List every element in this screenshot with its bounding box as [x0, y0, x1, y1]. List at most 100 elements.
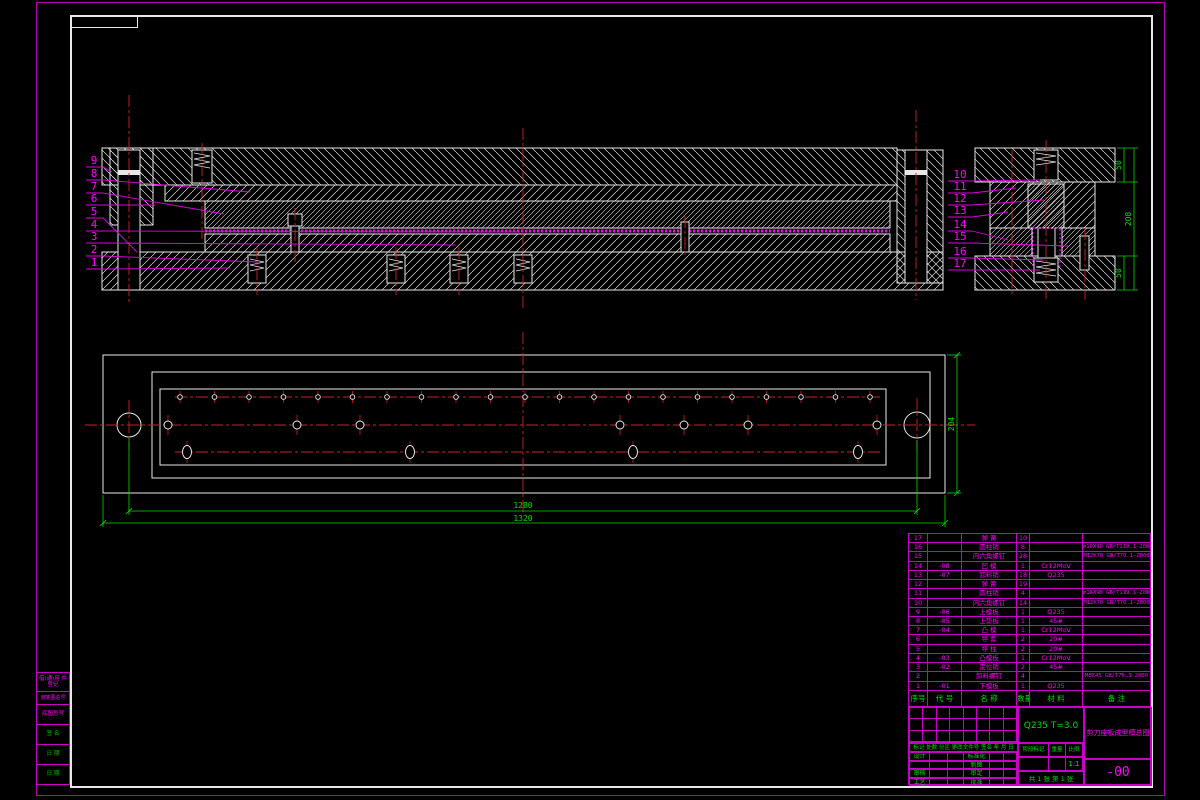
- revision-header: 标记 处数 分区 更改文件号 签名 年 月 日: [909, 743, 1018, 752]
- sheet-outer-border: [36, 2, 1165, 796]
- guide-post-band-right: [905, 170, 927, 175]
- spring-coil: [1035, 152, 1057, 166]
- role-label: 设计: [910, 753, 930, 760]
- stage-values: 1:1: [1018, 757, 1084, 771]
- strip-row: 底图总号: [37, 705, 69, 725]
- part-note: ∅16X90 GB/T119.1-2000: [1082, 588, 1150, 598]
- hole: [182, 445, 192, 459]
- part-no: 9: [908, 606, 927, 616]
- part-no: 10: [908, 597, 927, 607]
- dimension-label: 204: [947, 417, 956, 432]
- hole: [487, 394, 494, 400]
- role-row: 审核 审定: [909, 769, 1018, 778]
- parts-table-row: 10 内六角螺钉 14 M12X70 GB/T70.1-2000: [908, 597, 1150, 607]
- part-note: [1082, 560, 1150, 570]
- sheet-count: 共 1 张 第 1 张: [1018, 771, 1084, 786]
- hole: [349, 394, 356, 400]
- sheet-corner-box: [70, 15, 138, 28]
- header-note: 备 注: [1082, 690, 1150, 706]
- parts-table-row: 15 内六角螺钉 28 M12X70 GB/T70.1-2000: [908, 551, 1150, 561]
- part-name: 圆柱销: [961, 542, 1016, 552]
- hole: [679, 420, 689, 430]
- header-code: 代 号: [927, 690, 961, 706]
- part-no: 7: [908, 625, 927, 635]
- callout-number: 4: [91, 218, 98, 231]
- plan-centerlines: [85, 332, 975, 513]
- part-material: [1029, 671, 1082, 681]
- part-code: [927, 551, 961, 561]
- part-note: [1082, 662, 1150, 672]
- parts-table-row: 7 -04 凸 模 1 Cr12MoV: [908, 625, 1150, 635]
- part-material: Q235: [1029, 680, 1082, 690]
- hole: [660, 394, 666, 400]
- weight-label: 重量: [1049, 744, 1066, 756]
- hole: [384, 394, 390, 400]
- part-name: 内六角螺钉: [961, 597, 1016, 607]
- part-no: 2: [908, 671, 927, 681]
- part-no: 3: [908, 662, 927, 672]
- detail-section-view: [974, 140, 1116, 300]
- part-material: Q235: [1029, 606, 1082, 616]
- part-material: [1029, 542, 1082, 552]
- hole: [163, 420, 173, 430]
- part-code: -01: [927, 680, 961, 690]
- parts-table-row: 13 -07 卸料销 18 Q235: [908, 569, 1150, 580]
- part-material: [1029, 597, 1082, 607]
- role-label: 工艺: [910, 778, 930, 785]
- part-qty: 1: [1016, 606, 1029, 616]
- hole: [405, 445, 415, 459]
- part-qty: 2: [1016, 662, 1029, 672]
- part-note: [1082, 652, 1150, 663]
- revision-grid: [909, 707, 1018, 743]
- role-row: 工艺 批准: [909, 777, 1018, 786]
- parts-table-rows: 17 弹 簧 10 16 圆柱销 8 ∅16X90 GB/T119.1-2000…: [908, 533, 1150, 690]
- part-code: -07: [927, 569, 961, 580]
- part-material: 45#: [1029, 662, 1082, 672]
- parts-table: 17 弹 簧 10 16 圆柱销 8 ∅16X90 GB/T119.1-2000…: [908, 533, 1151, 706]
- part-no: 6: [908, 634, 927, 644]
- part-code: [927, 671, 961, 681]
- role-label: 标准化: [964, 753, 990, 760]
- callout-number: 11: [953, 180, 966, 193]
- part-code: -06: [927, 606, 961, 616]
- hole: [355, 420, 365, 430]
- hole: [867, 394, 873, 400]
- scale-value: 1:1: [1066, 758, 1083, 770]
- part-note: [1082, 606, 1150, 616]
- part-note: M8X45 GB/T70.3-2000: [1082, 671, 1150, 681]
- part-name: 凸 模: [961, 625, 1016, 635]
- parts-table-row: 8 -05 上垫板 1 45#: [908, 615, 1150, 626]
- part-code: [927, 542, 961, 552]
- part-note: ∅16X90 GB/T119.1-2000: [1082, 542, 1150, 552]
- callout-number: 14: [953, 218, 967, 231]
- scale-label: 比例: [1066, 744, 1083, 756]
- callout-number: 6: [91, 192, 98, 205]
- part-name: 定位销: [961, 662, 1016, 672]
- hole: [418, 394, 425, 400]
- hole: [591, 394, 597, 400]
- parts-table-row: 2 卸料螺钉 4 M8X45 GB/T70.3-2000: [908, 671, 1150, 681]
- callout-number: 8: [91, 167, 98, 180]
- part-note: [1082, 634, 1150, 644]
- callout-number: 7: [91, 180, 98, 193]
- material-spec: Q235 T=3.0: [1018, 707, 1084, 743]
- part-no: 17: [908, 533, 927, 543]
- part-name: 卸料螺钉: [961, 671, 1016, 681]
- part-code: [927, 588, 961, 598]
- dimension-label: 1280: [513, 501, 532, 510]
- plan-outer-rect: [102, 354, 946, 494]
- upper-die-plate: [101, 147, 898, 186]
- drawing-number: -00: [1084, 759, 1152, 786]
- part-qty: 18: [1016, 569, 1029, 580]
- part-material: [1029, 551, 1082, 561]
- part-material: Cr12MoV: [1029, 560, 1082, 570]
- role-label: 制图: [964, 761, 990, 768]
- part-name: 导 套: [961, 634, 1016, 644]
- callout-number: 12: [953, 192, 966, 205]
- role-label: 审定: [964, 770, 990, 777]
- die-cavity-outline: [1032, 227, 1061, 267]
- hole: [832, 394, 839, 400]
- part-material: 20#: [1029, 643, 1082, 653]
- part-name: 内六角螺钉: [961, 551, 1016, 561]
- part-no: 15: [908, 551, 927, 561]
